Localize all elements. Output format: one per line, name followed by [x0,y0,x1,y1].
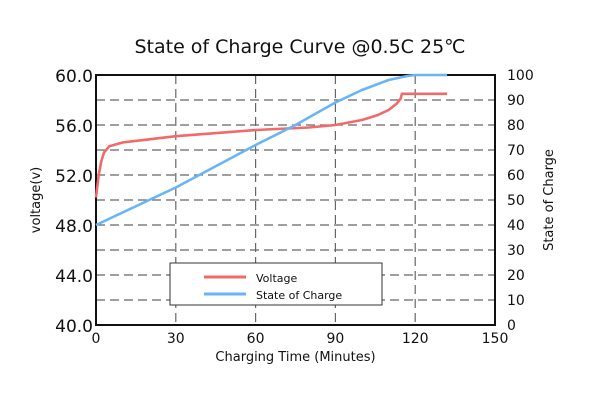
y2-tick-label: 60 [507,168,525,184]
y2-tick-label: 80 [507,118,525,134]
x-axis-label: Charging Time (Minutes) [215,350,375,365]
y2-tick-label: 20 [507,268,525,284]
y2-tick-label: 100 [507,68,534,84]
y2-tick-label: 40 [507,218,525,234]
y2-tick-label: 70 [507,143,525,159]
y2-tick-label: 0 [507,318,516,334]
y2-tick-label: 10 [507,293,525,309]
legend-label: State of Charge [256,289,342,302]
y-tick-label: 56.0 [55,117,93,137]
x-tick-label: 120 [402,331,429,347]
legend-box [169,262,383,306]
y-axis-label: voltage(v) [29,167,44,233]
y2-tick-label: 50 [507,193,525,209]
y-tick-label: 44.0 [55,267,93,287]
x-tick-label: 60 [247,331,265,347]
y-tick-label: 40.0 [55,317,93,337]
y2-tick-label: 30 [507,243,525,259]
y-tick-label: 48.0 [55,217,93,237]
x-tick-label: 30 [167,331,185,347]
plot-frame [95,74,496,326]
series-line-voltage [94,92,448,198]
y-tick-label: 60.0 [55,67,93,87]
series-line-state-of-charge [95,73,448,227]
x-tick-label: 90 [326,331,344,347]
y2-tick-label: 90 [507,93,525,109]
y2-axis-label: State of Charge [542,149,557,251]
legend-label: Voltage [256,272,297,285]
x-tick-label: 150 [482,331,509,347]
chart-title: State of Charge Curve @0.5C 25℃ [134,36,466,58]
y-tick-label: 52.0 [55,167,93,187]
x-tick-label: 0 [92,331,101,347]
